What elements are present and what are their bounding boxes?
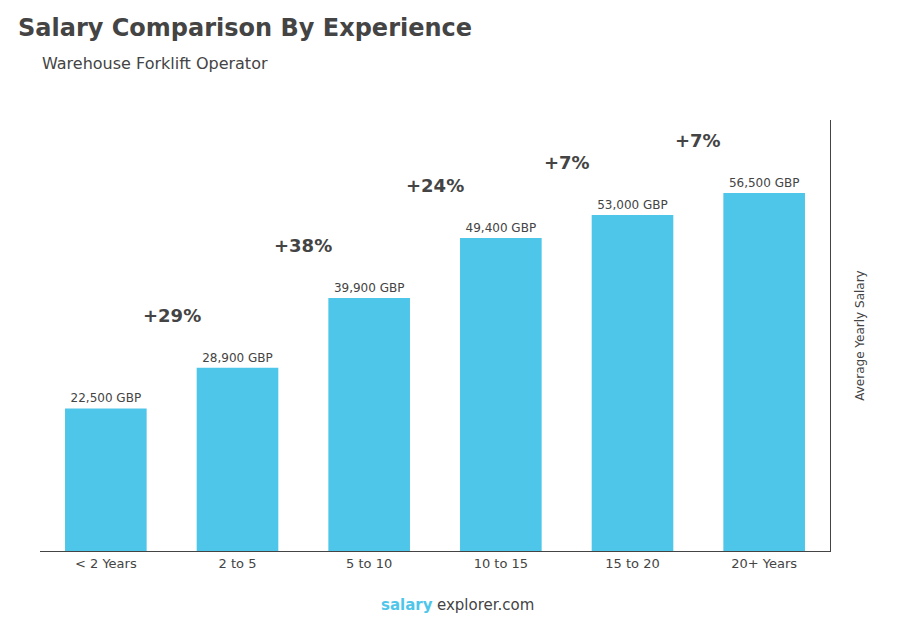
svg-text:15 to 20: 15 to 20	[605, 556, 659, 571]
svg-text:20+ Years: 20+ Years	[731, 556, 797, 571]
svg-text:Average Yearly Salary: Average Yearly Salary	[853, 270, 867, 400]
svg-text:+7%: +7%	[675, 130, 721, 151]
svg-text:10 to 15: 10 to 15	[474, 556, 528, 571]
svg-text:+29%: +29%	[143, 305, 201, 326]
svg-text:22,500 GBP: 22,500 GBP	[71, 391, 142, 405]
svg-text:< 2 Years: < 2 Years	[75, 556, 137, 571]
svg-text:5 to 10: 5 to 10	[346, 556, 392, 571]
svg-text:+7%: +7%	[544, 152, 590, 173]
svg-text:56,500 GBP: 56,500 GBP	[729, 176, 800, 190]
svg-text:28,900 GBP: 28,900 GBP	[202, 351, 273, 365]
svg-text:Warehouse Forklift Operator: Warehouse Forklift Operator	[42, 54, 268, 73]
svg-text:39,900 GBP: 39,900 GBP	[334, 281, 405, 295]
svg-text:salary: salary	[381, 596, 433, 614]
svg-text:+38%: +38%	[274, 235, 332, 256]
svg-text:explorer.com: explorer.com	[437, 596, 534, 614]
svg-text:2 to 5: 2 to 5	[219, 556, 257, 571]
svg-text:Salary Comparison By Experienc: Salary Comparison By Experience	[18, 14, 472, 42]
svg-text:+24%: +24%	[406, 175, 464, 196]
svg-text:49,400 GBP: 49,400 GBP	[466, 221, 537, 235]
svg-text:53,000 GBP: 53,000 GBP	[597, 198, 668, 212]
